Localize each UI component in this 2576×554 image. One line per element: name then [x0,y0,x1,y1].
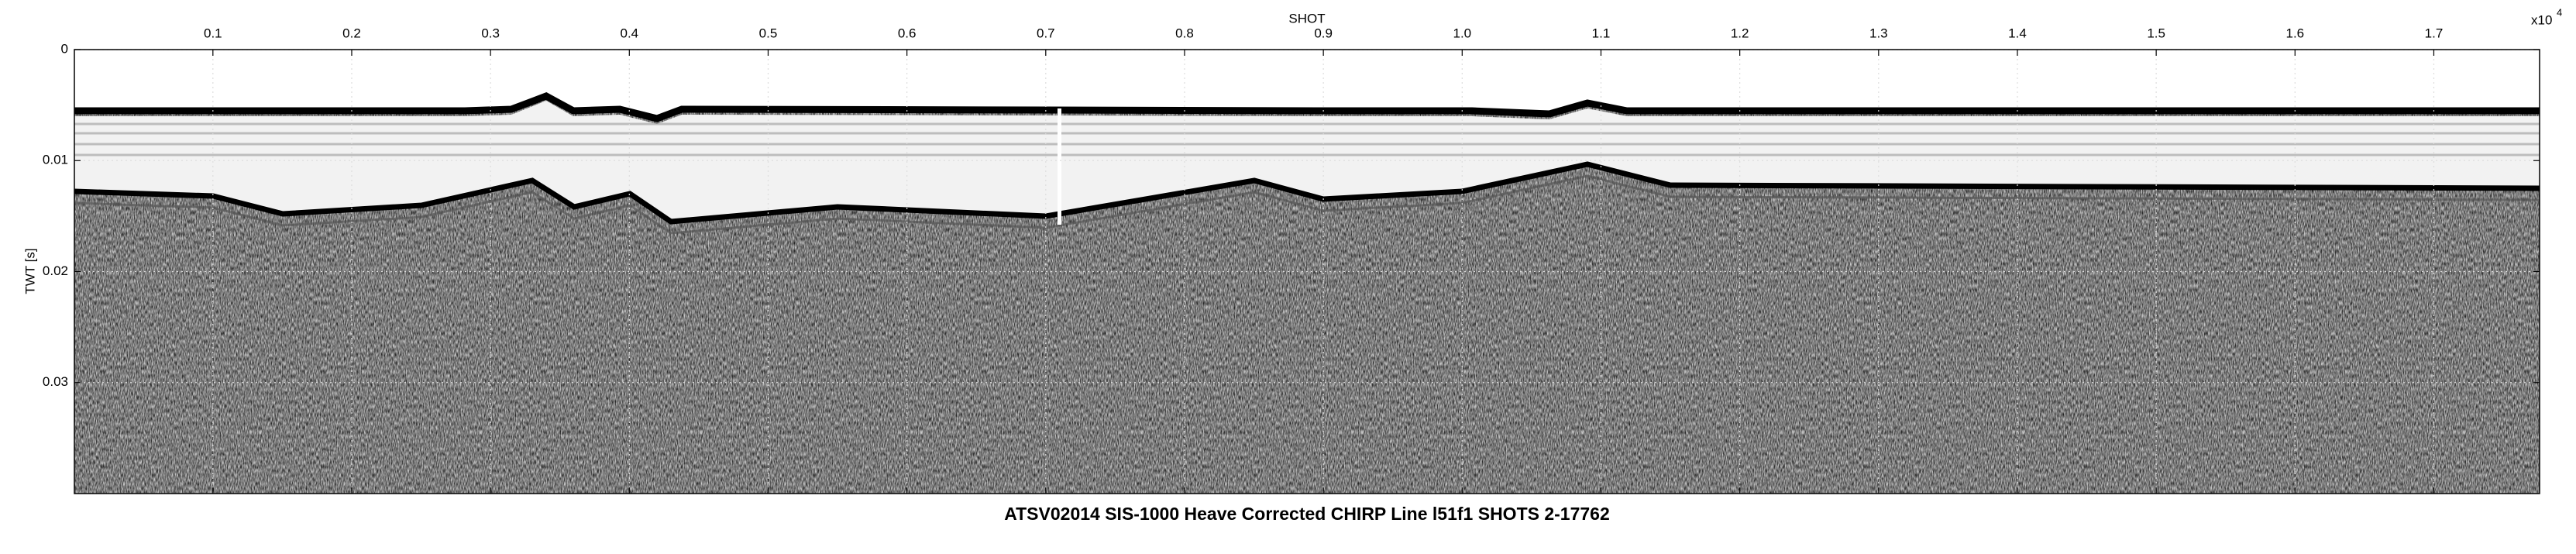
x-tick-label: 1.3 [1869,26,1888,40]
x-tick-label: 0.8 [1175,26,1194,40]
x-tick-label: 0.7 [1037,26,1055,40]
x-tick-label: 1.6 [2285,26,2304,40]
y-tick-label: 0.01 [43,153,68,167]
chart-title: ATSV02014 SIS-1000 Heave Corrected CHIRP… [1004,504,1610,524]
y-axis-label: TWT [s] [22,248,37,294]
x-tick-label: 1.1 [1592,26,1611,40]
x-tick-label: 1.0 [1453,26,1471,40]
x-tick-label: 0.4 [620,26,638,40]
y-tick-label: 0.02 [43,263,68,278]
x-tick-label: 0.2 [342,26,361,40]
x-multiplier: x10 [2531,12,2552,27]
x-axis-label: SHOT [1288,11,1325,26]
x-tick-label: 0.6 [898,26,917,40]
x-tick-label: 1.4 [2008,26,2027,40]
x-multiplier-exponent: 4 [2557,6,2562,18]
x-tick-label: 0.1 [204,26,222,40]
x-tick-label: 0.3 [481,26,500,40]
y-tick-label: 0.03 [43,374,68,389]
x-tick-label: 0.5 [759,26,778,40]
x-tick-label: 1.7 [2425,26,2444,40]
x-tick-label: 0.9 [1314,26,1333,40]
x-tick-label: 1.2 [1731,26,1749,40]
x-tick-label: 1.5 [2147,26,2165,40]
y-tick-label: 0 [61,41,68,56]
